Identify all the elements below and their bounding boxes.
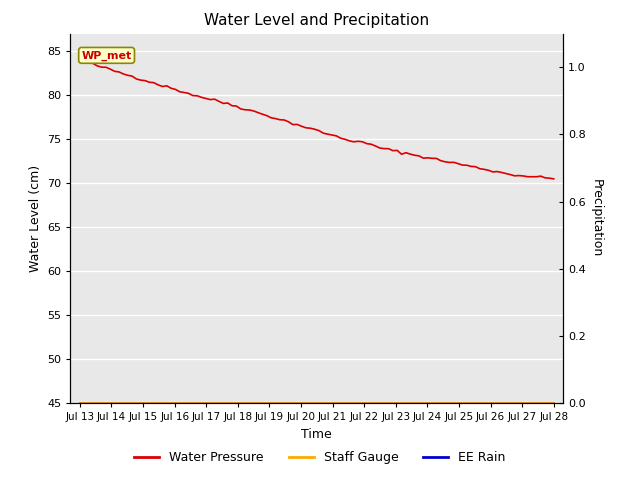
Text: WP_met: WP_met xyxy=(81,50,132,60)
Y-axis label: Water Level (cm): Water Level (cm) xyxy=(29,165,42,272)
Y-axis label: Precipitation: Precipitation xyxy=(589,179,602,258)
Title: Water Level and Precipitation: Water Level and Precipitation xyxy=(204,13,429,28)
X-axis label: Time: Time xyxy=(301,428,332,441)
Legend: Water Pressure, Staff Gauge, EE Rain: Water Pressure, Staff Gauge, EE Rain xyxy=(129,446,511,469)
